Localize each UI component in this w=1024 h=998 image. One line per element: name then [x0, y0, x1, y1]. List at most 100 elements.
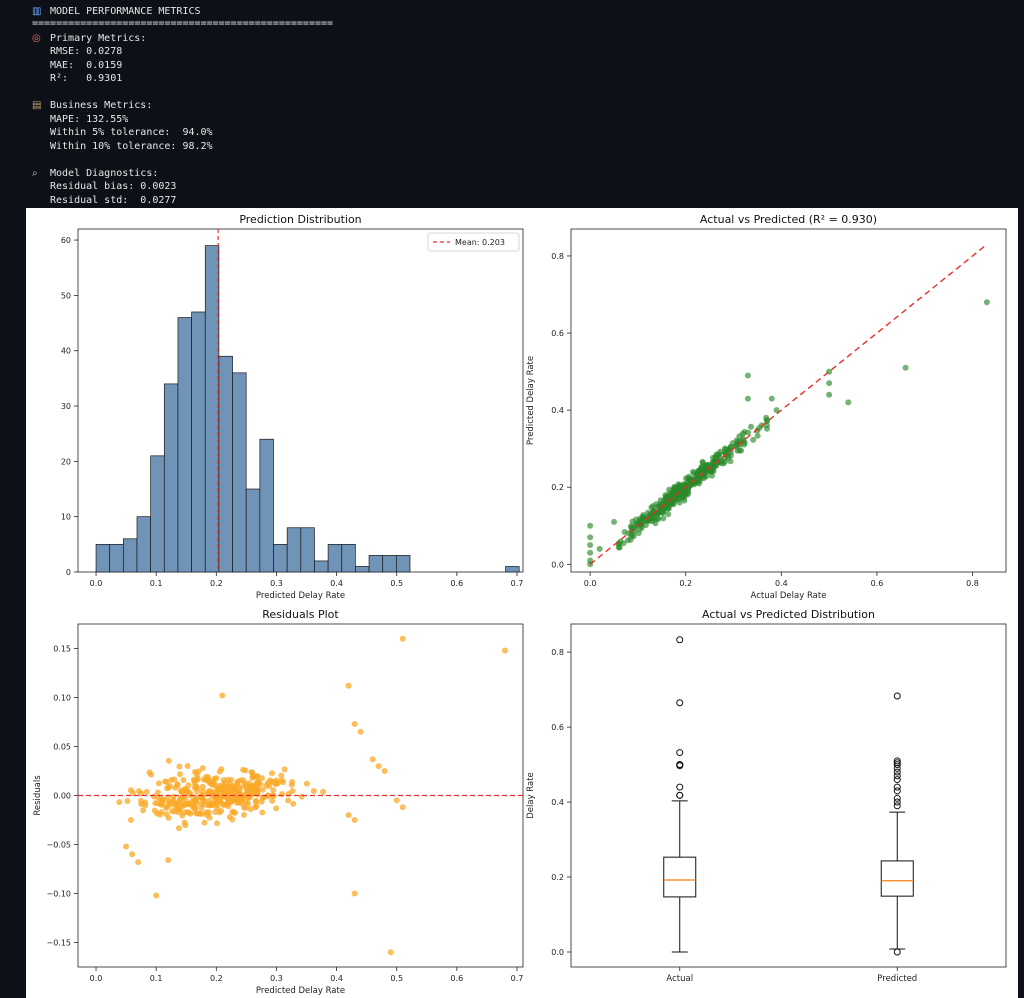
residual-point: [351, 817, 358, 823]
residual-point: [175, 825, 182, 832]
y-tick-label: −0.15: [46, 939, 71, 948]
x-tick-label: 0.8: [966, 579, 979, 588]
y-tick-label: 0.8: [551, 252, 564, 261]
plot-title: Actual vs Predicted Distribution: [702, 608, 875, 621]
x-tick-label: 0.2: [210, 579, 223, 588]
flier: [676, 699, 684, 707]
residual-point: [230, 790, 237, 797]
histogram-bar: [150, 455, 165, 573]
residual-point: [236, 784, 243, 791]
y-tick-label: 40: [61, 347, 71, 356]
scatter-point: [653, 501, 660, 508]
y-tick-label: 0.4: [551, 798, 564, 807]
x-tick-label: 0.2: [210, 974, 223, 983]
residual-point: [208, 781, 215, 788]
histogram-bar: [327, 543, 343, 573]
histogram-bar: [245, 488, 261, 573]
residual-point: [381, 768, 388, 774]
y-axis-label: Residuals: [33, 775, 43, 816]
x-tick-label: 0.0: [584, 579, 597, 588]
x-axis-label: Actual Delay Rate: [751, 591, 827, 601]
scatter-point: [616, 544, 623, 551]
residual-point: [193, 799, 200, 806]
residual-point: [265, 779, 272, 786]
residual-point: [270, 787, 277, 794]
histogram-bar: [136, 516, 151, 573]
histogram-bar: [505, 566, 520, 573]
residual-point: [240, 811, 247, 818]
residual-point: [205, 801, 212, 808]
std-line: Residual std: 0.0277: [50, 195, 177, 206]
histogram-bar: [218, 355, 233, 573]
r2-line: R²: 0.9301: [50, 73, 123, 84]
residual-point: [245, 780, 252, 787]
flier: [893, 772, 901, 780]
histogram-bar: [368, 555, 384, 573]
residual-point: [138, 797, 145, 804]
residual-point: [129, 851, 136, 858]
plot-panel-3: Residuals Plot 0.0 0.1 0.2 0.3 0.4 0.5 0.6 0.7 −0…: [33, 608, 524, 996]
residual-point: [249, 769, 256, 776]
residual-point: [369, 756, 376, 763]
scatter-point: [983, 299, 990, 306]
scatter-point: [658, 508, 665, 515]
residual-point: [243, 798, 250, 805]
residual-point: [176, 771, 183, 778]
flier: [893, 761, 901, 769]
residual-point: [264, 792, 271, 799]
residual-point: [154, 789, 161, 796]
flier: [893, 802, 901, 810]
residual-point: [254, 778, 261, 785]
x-tick-label: 0.0: [90, 974, 103, 983]
y-tick-label: 50: [61, 291, 71, 300]
flier: [893, 948, 901, 956]
scatter-point: [709, 459, 716, 466]
residual-point: [184, 763, 191, 770]
scatter-point: [763, 417, 770, 424]
figure: Prediction Distribution 0.0 0.1 0.2 0.3 0.4 0.…: [26, 208, 1018, 998]
residual-point: [399, 804, 406, 811]
histogram-bar: [286, 527, 302, 573]
flier: [676, 762, 684, 770]
residual-point: [176, 763, 183, 770]
plot-title: Residuals Plot: [262, 608, 339, 621]
residual-point: [214, 804, 221, 811]
diagnostics-title: Model Diagnostics:: [50, 168, 159, 179]
residual-point: [169, 808, 176, 815]
category-label: Predicted: [877, 974, 917, 984]
residual-point: [153, 892, 160, 899]
flier: [676, 636, 684, 644]
scatter-point: [741, 428, 748, 435]
plot-title: Prediction Distribution: [239, 213, 361, 226]
scatter-point: [744, 372, 751, 379]
y-tick-label: 0.15: [53, 645, 71, 654]
x-tick-label: 0.0: [90, 579, 103, 588]
histogram-bar: [204, 245, 220, 573]
residual-point: [213, 820, 220, 827]
flier: [893, 783, 901, 791]
flier: [676, 749, 684, 757]
scatter-point: [744, 395, 751, 402]
scatter-point: [665, 511, 672, 518]
residual-point: [273, 780, 280, 787]
plot-panel-2: Actual vs Predicted (R² = 0.930) 0.0 0.2 0.…: [526, 213, 1007, 601]
residual-point: [310, 788, 317, 795]
residual-point: [191, 777, 198, 784]
residual-point: [151, 807, 158, 814]
residual-point: [217, 798, 224, 805]
residual-point: [244, 787, 251, 794]
residual-point: [278, 772, 285, 779]
axes-frame: [570, 623, 1007, 968]
mape-line: MAPE: 132.55%: [50, 114, 129, 125]
residual-point: [218, 808, 225, 815]
residual-point: [163, 778, 170, 785]
flier: [893, 798, 901, 806]
business-metrics-title: Business Metrics:: [50, 100, 153, 111]
residual-point: [178, 794, 185, 801]
plot-panel-4: Actual vs Predicted Distribution Actual Pr…: [526, 608, 1007, 984]
scatter-point: [660, 515, 667, 522]
histogram-bar: [259, 438, 274, 573]
scatter-point: [773, 407, 780, 414]
x-tick-label: 0.4: [775, 579, 788, 588]
residual-point: [216, 768, 223, 775]
